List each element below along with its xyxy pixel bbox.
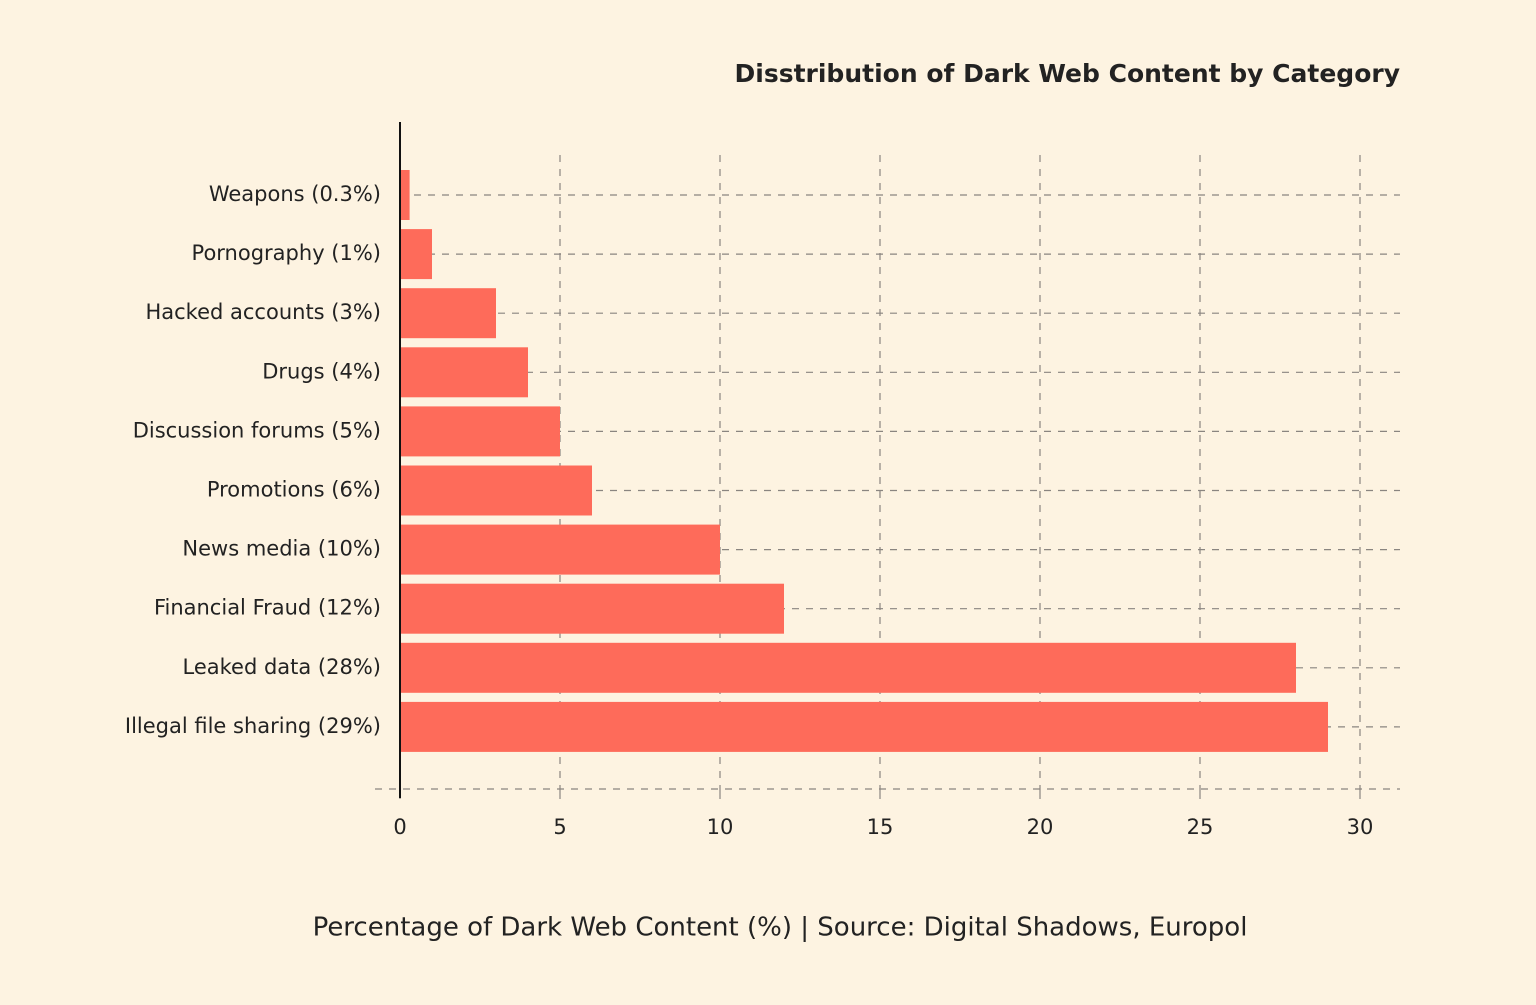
- bar: [400, 170, 410, 220]
- bar: [400, 642, 1296, 693]
- bar: [400, 288, 496, 339]
- chart-title: Disstribution of Dark Web Content by Cat…: [735, 59, 1401, 88]
- bar: [400, 406, 560, 457]
- x-tick-label: 10: [707, 815, 734, 839]
- bar: [400, 465, 592, 516]
- y-tick-label: Leaked data (28%): [183, 655, 382, 679]
- y-tick-label: Financial Fraud (12%): [154, 596, 381, 620]
- y-tick-label: Weapons (0.3%): [209, 182, 381, 206]
- y-tick-label: Hacked accounts (3%): [145, 300, 381, 324]
- x-tick-label: 30: [1347, 815, 1374, 839]
- y-tick-label: News media (10%): [182, 537, 381, 561]
- y-tick-label: Illegal file sharing (29%): [125, 714, 381, 738]
- y-tick-label: Drugs (4%): [262, 359, 381, 383]
- y-tick-label: Promotions (6%): [207, 478, 381, 502]
- y-tick-label: Pornography (1%): [192, 241, 381, 265]
- bar: [400, 347, 528, 398]
- bar: [400, 524, 720, 575]
- x-tick-label: 0: [393, 815, 406, 839]
- bar: [400, 229, 432, 280]
- x-tick-label: 15: [867, 815, 894, 839]
- y-tick-label: Discussion forums (5%): [133, 418, 381, 442]
- bar: [400, 701, 1328, 752]
- x-axis-label: Percentage of Dark Web Content (%) | Sou…: [313, 913, 1248, 943]
- x-tick-label: 20: [1027, 815, 1054, 839]
- x-tick-label: 5: [553, 815, 566, 839]
- x-tick-label: 25: [1187, 815, 1214, 839]
- bar: [400, 583, 784, 634]
